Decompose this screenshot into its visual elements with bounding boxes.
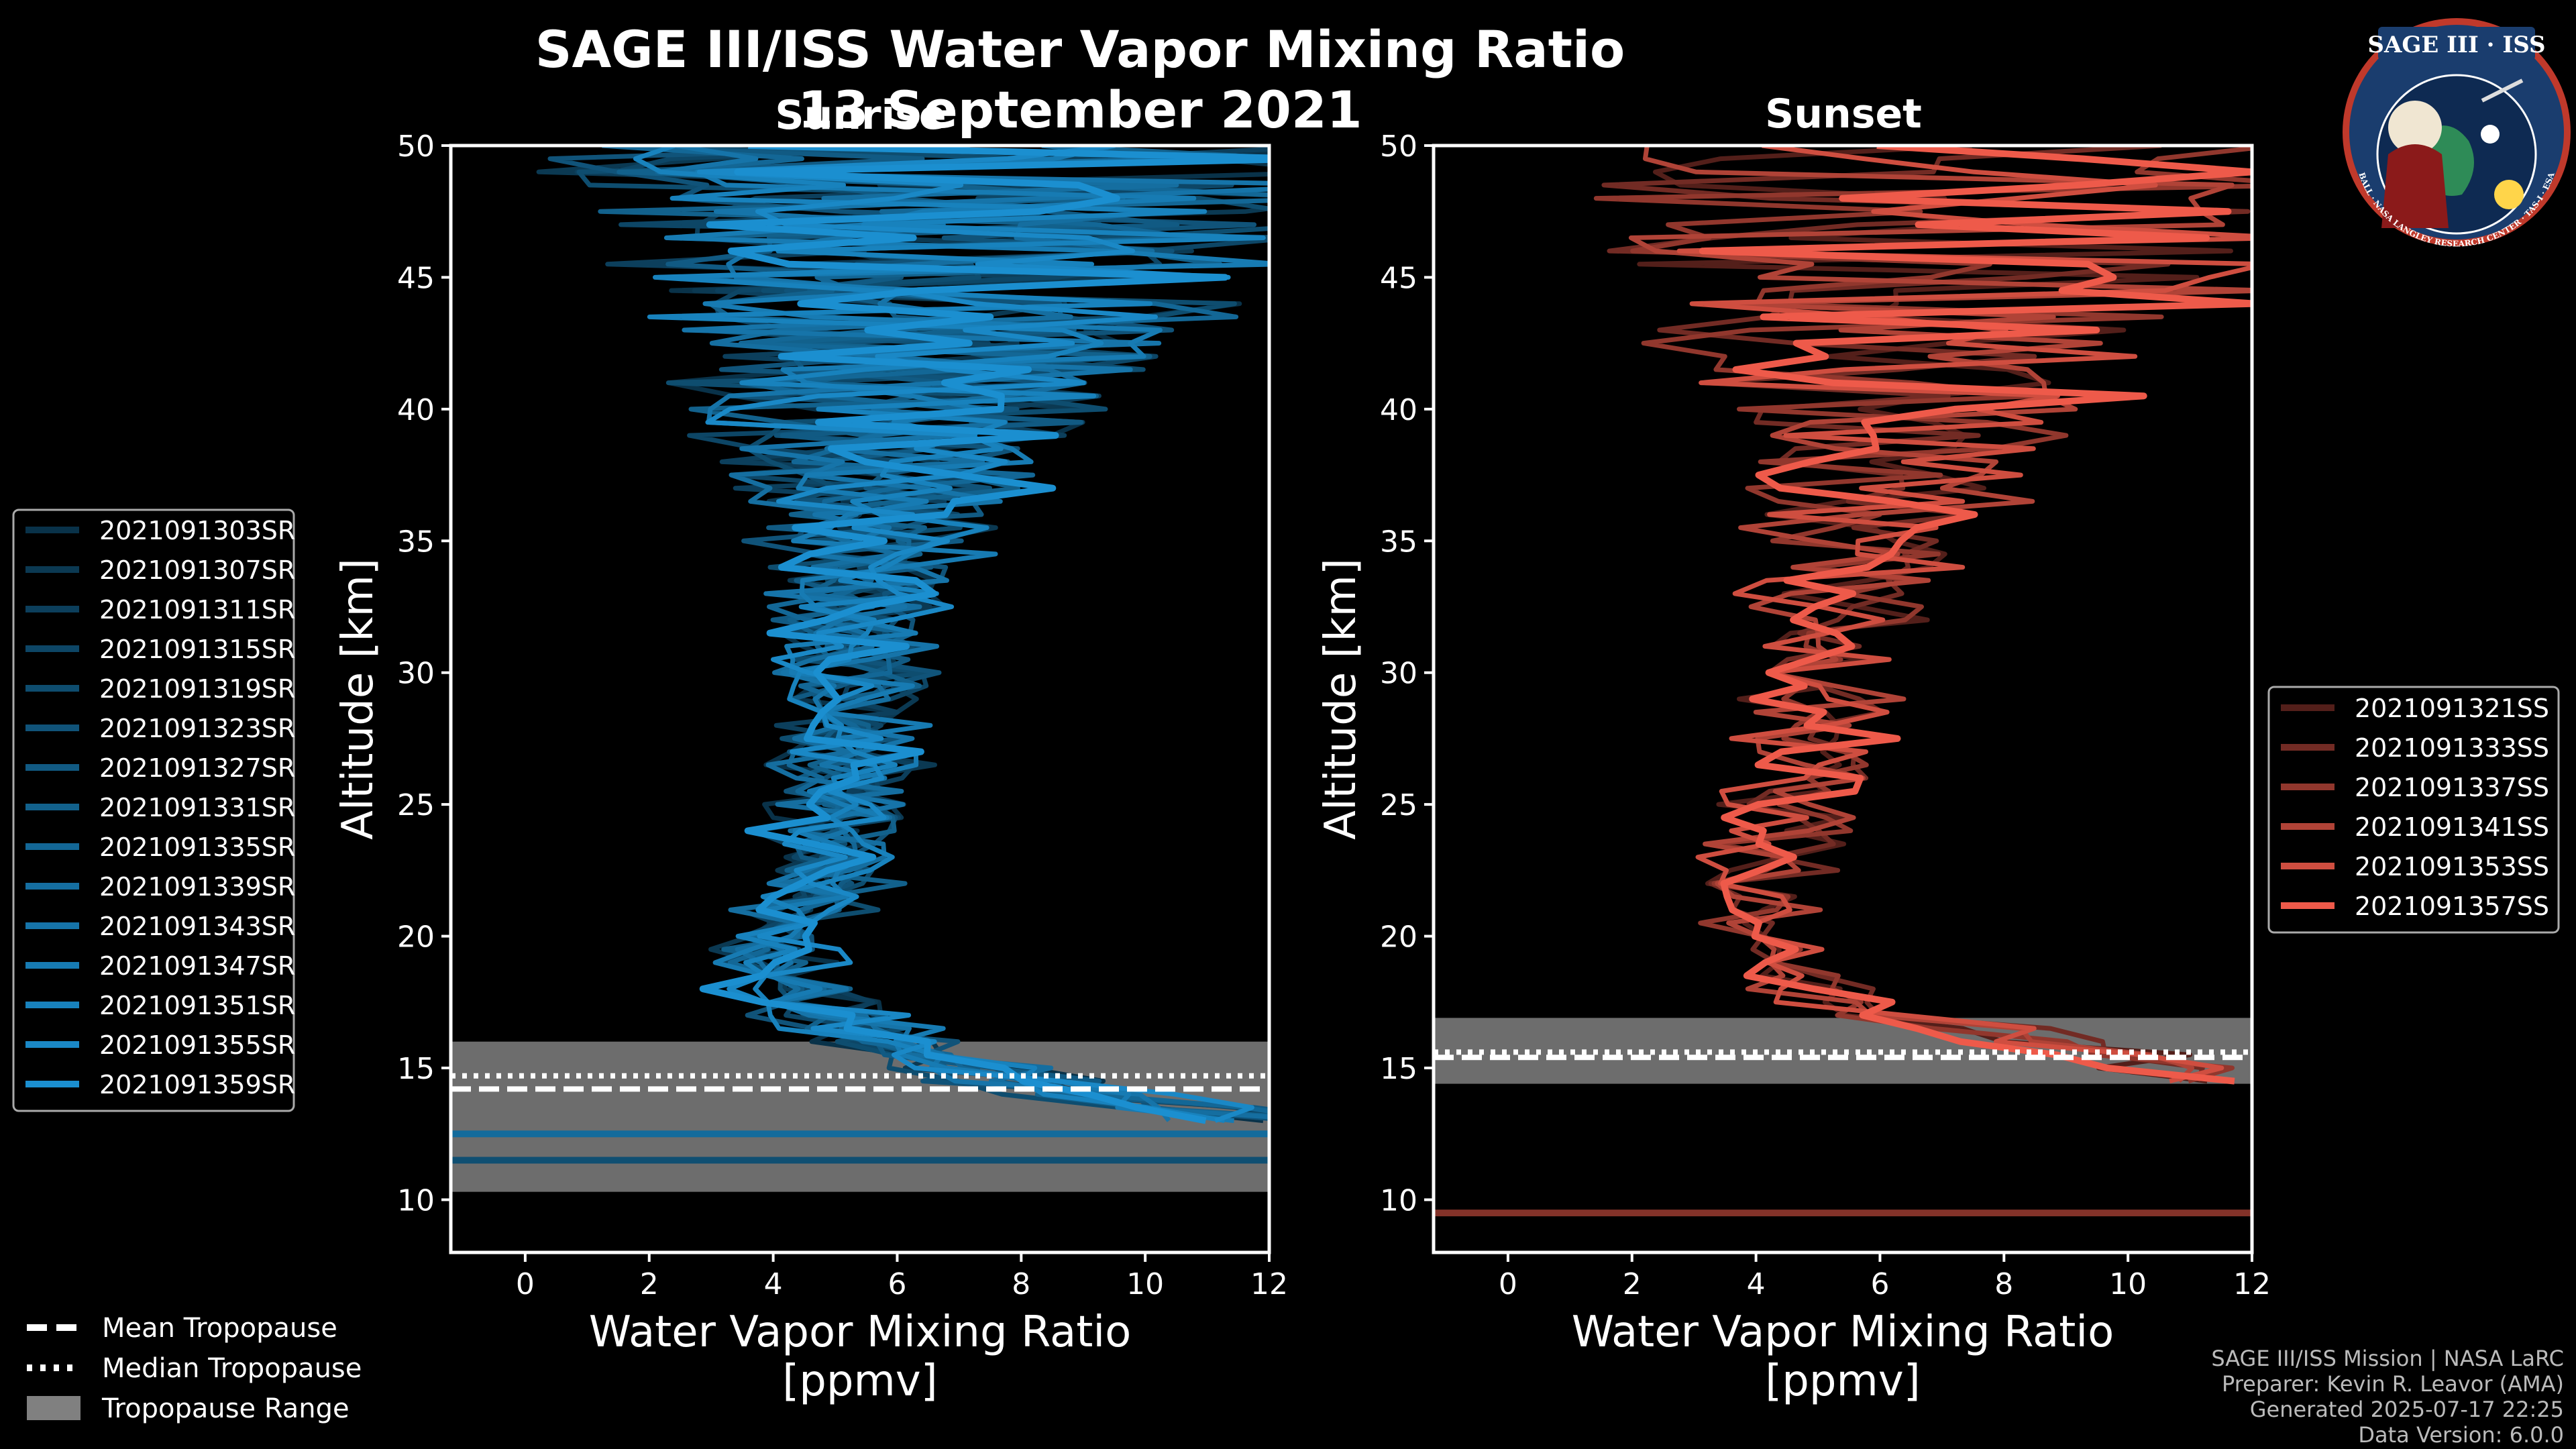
logo-sun-icon [2494, 180, 2524, 209]
ss-y-tick-label: 45 [1380, 261, 1417, 295]
ss-y-tick-label: 50 [1380, 129, 1417, 164]
sunset-legend-label: 2021091337SS [2355, 773, 2549, 802]
sr-y-tick-label: 15 [397, 1052, 435, 1086]
median-tropopause-label: Median Tropopause [102, 1353, 362, 1384]
sunset-legend-label: 2021091353SS [2355, 852, 2549, 881]
ss-y-tick-label: 40 [1380, 393, 1417, 427]
sr-x-tick-label: 2 [640, 1267, 659, 1301]
sr-profile-2021091359SR [699, 146, 1269, 1124]
ss-y-tick-label: 20 [1380, 920, 1417, 955]
chart-date: 13 September 2021 [798, 80, 1362, 140]
sunrise-legend-label: 2021091323SR [99, 714, 295, 743]
logo-figure-head [2388, 101, 2442, 154]
sunrise-legend: 2021091303SR 2021091307SR 2021091311SR 2021… [12, 508, 295, 1112]
sr-profile-2021091347SR [655, 146, 1269, 1124]
sunrise-x-axis-label-line1: Water Vapor Mixing Ratio [589, 1307, 1132, 1357]
logo-title: SAGE III · ISS [2367, 32, 2545, 58]
ss-y-tick-label: 35 [1380, 525, 1417, 559]
sunset-legend-label: 2021091357SS [2355, 892, 2549, 921]
sunset-x-axis-label-line2: [ppmv] [1765, 1356, 1920, 1406]
sr-x-tick-label: 10 [1126, 1267, 1164, 1301]
ss-x-tick-label: 10 [2109, 1267, 2147, 1301]
sunset-legend-label: 2021091321SS [2355, 694, 2549, 723]
sr-x-tick-label: 12 [1250, 1267, 1288, 1301]
ss-x-tick-label: 6 [1870, 1267, 1889, 1301]
footer-credits: SAGE III/ISS Mission | NASA LaRC Prepare… [2211, 1346, 2564, 1448]
sunset-legend: 2021091321SS 2021091333SS 2021091337SS 2021… [2267, 686, 2560, 934]
ss-x-tick-label: 4 [1747, 1267, 1766, 1301]
sunrise-legend-label: 2021091319SR [99, 674, 295, 704]
sr-x-tick-label: 8 [1012, 1267, 1030, 1301]
tropopause-range-label: Tropopause Range [101, 1393, 350, 1424]
sr-y-tick-label: 50 [397, 129, 435, 164]
ss-x-tick-label: 0 [1499, 1267, 1517, 1301]
ss-y-tick-label: 25 [1380, 788, 1417, 822]
sr-x-tick-label: 6 [888, 1267, 906, 1301]
footer-generated: Generated 2025-07-17 22:25 [2250, 1397, 2564, 1422]
sunrise-legend-label: 2021091347SR [99, 951, 295, 981]
logo-figure-robe [2381, 144, 2449, 228]
sunset-legend-label: 2021091341SS [2355, 812, 2549, 842]
sunset-y-axis-label: Altitude [km] [1316, 558, 1366, 840]
sunrise-panel: 0 2 4 6 8 10 12 10 15 20 25 30 35 40 45 50 Altitude [km… [333, 129, 1288, 1406]
sunset-panel-title: Sunset [1765, 91, 1922, 138]
tropopause-range-swatch [27, 1396, 80, 1420]
sr-y-tick-label: 20 [397, 920, 435, 955]
sunset-x-axis-label-line1: Water Vapor Mixing Ratio [1572, 1307, 2114, 1357]
sunrise-panel-title: Sunrise [775, 92, 946, 139]
logo-moon-icon [2481, 125, 2500, 144]
logo-title-plate [2378, 27, 2535, 60]
sunrise-legend-label: 2021091355SR [99, 1030, 295, 1060]
ss-y-tick-label: 30 [1380, 657, 1417, 691]
sunrise-y-axis-label: Altitude [km] [333, 558, 383, 840]
footer-preparer: Preparer: Kevin R. Leavor (AMA) [2222, 1371, 2564, 1397]
sr-y-tick-label: 40 [397, 393, 435, 427]
ss-profile-2021091357SS [1699, 146, 2252, 1085]
sr-x-tick-label: 4 [764, 1267, 783, 1301]
sunrise-legend-box [12, 508, 295, 1112]
footer-mission: SAGE III/ISS Mission | NASA LaRC [2211, 1346, 2564, 1371]
ss-x-tick-label: 8 [1994, 1267, 2013, 1301]
sunrise-legend-label: 2021091327SR [99, 753, 295, 783]
sr-y-tick-label: 30 [397, 657, 435, 691]
sunrise-plot-frame [449, 144, 1271, 1254]
sunrise-x-axis-label-line2: [ppmv] [782, 1356, 937, 1406]
sunset-panel: 0 2 4 6 8 10 12 10 15 20 25 30 35 40 45 50 Altitude [km… [1316, 129, 2271, 1406]
ss-y-tick-label: 15 [1380, 1052, 1417, 1086]
ss-x-tick-label: 12 [2233, 1267, 2271, 1301]
sunrise-legend-label: 2021091311SR [99, 595, 295, 625]
sunset-legend-label: 2021091333SS [2355, 733, 2549, 763]
sr-y-tick-label: 10 [397, 1183, 435, 1218]
sr-profile-2021091355SR [696, 146, 1254, 1123]
sunset-plot-frame [1432, 144, 2254, 1254]
sunrise-legend-label: 2021091343SR [99, 912, 295, 941]
sr-y-tick-label: 25 [397, 788, 435, 822]
sr-tropopause-range-band [451, 1041, 1269, 1192]
sunrise-legend-label: 2021091315SR [99, 635, 295, 664]
sr-y-tick-label: 35 [397, 525, 435, 559]
sr-profile-2021091351SR [633, 146, 1266, 1124]
sunrise-legend-label: 2021091307SR [99, 555, 295, 585]
sunrise-legend-label: 2021091335SR [99, 833, 295, 862]
sunrise-legend-label: 2021091303SR [99, 516, 295, 545]
ss-x-tick-label: 2 [1623, 1267, 1642, 1301]
sr-y-tick-label: 45 [397, 261, 435, 295]
chart-title: SAGE III/ISS Water Vapor Mixing Ratio [535, 19, 1625, 79]
sunrise-legend-label: 2021091339SR [99, 872, 295, 902]
sunset-legend-box [2267, 686, 2560, 934]
sunrise-legend-label: 2021091331SR [99, 793, 295, 822]
sunrise-legend-label: 2021091351SR [99, 991, 295, 1020]
logo-iss-icon [2481, 78, 2524, 103]
footer-data-version: Data Version: 6.0.0 [2358, 1422, 2564, 1448]
sr-x-tick-label: 0 [516, 1267, 535, 1301]
sunrise-legend-label: 2021091359SR [99, 1070, 295, 1099]
ss-y-tick-label: 10 [1380, 1183, 1417, 1218]
mean-tropopause-label: Mean Tropopause [102, 1313, 337, 1344]
tropopause-legend: Mean Tropopause Median Tropopause Tropop… [27, 1313, 362, 1424]
